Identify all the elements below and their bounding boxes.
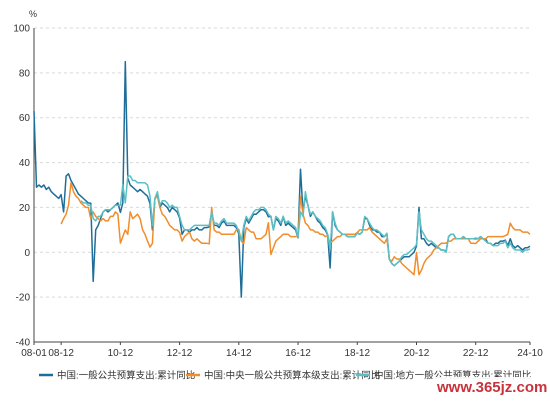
- y-tick-label: -20: [16, 293, 31, 304]
- watermark-text: www.365jz.com: [436, 379, 547, 396]
- x-tick-label: 12-12: [167, 348, 193, 359]
- y-tick-label: 20: [19, 203, 31, 214]
- x-tick-label: 20-12: [404, 348, 430, 359]
- y-tick-label: 0: [24, 248, 30, 259]
- y-tick-label: 100: [13, 24, 30, 35]
- x-tick-label: 08-01: [21, 348, 47, 359]
- y-axis-unit-label: %: [29, 9, 37, 19]
- x-tick-label: 14-12: [226, 348, 252, 359]
- y-tick-label: 60: [19, 113, 31, 124]
- grid-lines: [34, 27, 530, 298]
- x-tick-label: 22-12: [463, 348, 489, 359]
- watermark-background: [432, 377, 548, 397]
- x-tick-label: 16-12: [285, 348, 311, 359]
- y-tick-label: 80: [19, 68, 31, 79]
- axes: -40 -20 0 20 40 60 80 100 08-01 08-12 10-12 12-12 14…: [13, 24, 543, 360]
- x-tick-label: 18-12: [344, 348, 370, 359]
- series-line-1: [33, 60, 531, 298]
- legend-label: 中国:中央一般公共预算本级支出:累计同比: [204, 370, 380, 382]
- y-tick-label: -40: [16, 338, 31, 349]
- watermark: www.365jz.com: [432, 377, 548, 397]
- series-lines: [33, 60, 531, 298]
- series-line-2: [60, 182, 531, 276]
- y-tick-label: 40: [19, 158, 31, 169]
- x-tick-label: 24-10: [517, 348, 543, 359]
- series-line-3: [80, 175, 531, 267]
- legend-label: 中国:一般公共预算支出:累计同比: [57, 370, 195, 382]
- x-tick-label: 08-12: [48, 348, 74, 359]
- x-tick-label: 10-12: [108, 348, 134, 359]
